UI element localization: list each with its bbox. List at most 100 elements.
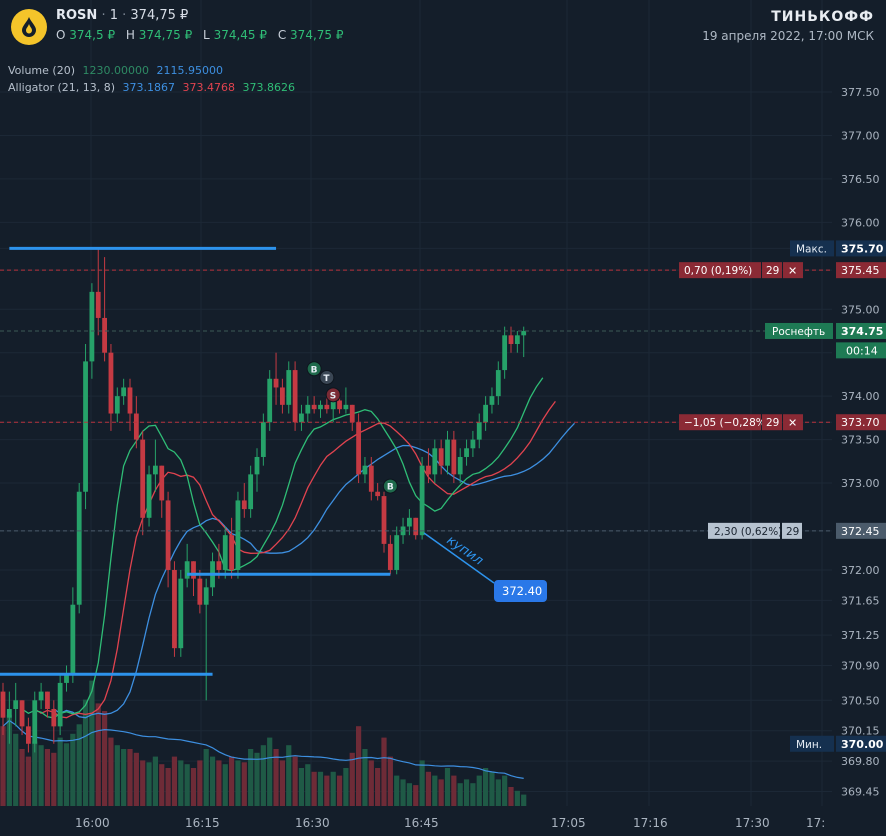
trade-marker-circle: [319, 369, 335, 385]
volume-bar: [324, 775, 330, 806]
volume-bar: [190, 768, 197, 806]
candle: [426, 448, 431, 484]
candle: [32, 691, 38, 753]
price-label-max: Макс. 375.70: [790, 240, 886, 257]
candle-body: [299, 413, 304, 423]
candle-body: [267, 378, 273, 423]
candle-body: [13, 700, 19, 709]
candle-body: [114, 396, 120, 414]
candle: [470, 430, 476, 457]
trade-marker-b: B: [306, 361, 322, 377]
candle: [387, 535, 393, 575]
trade-marker-circle: [306, 361, 322, 377]
candle-body: [330, 400, 336, 410]
volume-bar: [51, 752, 57, 806]
volume-bar: [248, 749, 254, 806]
axis-tag-label: Макс.: [796, 243, 827, 255]
volume-bar: [495, 779, 501, 806]
candle: [292, 361, 298, 431]
candle: [483, 396, 488, 431]
close-icon: ✕: [788, 417, 797, 430]
candle-body: [108, 352, 114, 414]
candles: [0, 248, 527, 753]
volume-bar: [38, 745, 44, 806]
candle: [235, 491, 241, 579]
candle-body: [153, 465, 158, 475]
candle-body: [502, 335, 508, 371]
axis-tag: [790, 240, 834, 257]
candle: [0, 682, 6, 736]
candle: [502, 326, 508, 379]
axis-value: 375.45: [841, 264, 880, 277]
candle: [318, 400, 323, 418]
instrument-tag-label: Роснефть: [772, 326, 825, 338]
volume-bar: [165, 768, 171, 806]
candle: [368, 456, 374, 501]
candle-body: [216, 561, 222, 570]
volume-bar: [229, 756, 235, 806]
candle-body: [222, 535, 228, 570]
candle-body: [121, 387, 127, 397]
volume-bar: [32, 741, 38, 806]
position-tag: [708, 522, 780, 539]
candle-body: [407, 517, 412, 527]
candle-body: [400, 526, 406, 536]
candle: [191, 561, 196, 597]
candle: [356, 413, 361, 484]
ohlc-row: O 374,5 ₽ H 374,75 ₽ L 374,45 ₽ C 374,75…: [56, 28, 350, 42]
order-close-button[interactable]: [783, 262, 803, 279]
volume-bar: [444, 768, 451, 806]
volume-bar: [95, 703, 101, 806]
candle-body: [76, 491, 82, 605]
candle-body: [324, 404, 330, 410]
candle-body: [413, 517, 419, 536]
volume-bar: [419, 760, 425, 806]
candle: [76, 483, 82, 614]
candle: [19, 700, 25, 736]
candle: [197, 569, 203, 614]
trade-marker-label: B: [311, 365, 318, 375]
candle: [476, 413, 482, 449]
trade-marker-circle: [325, 387, 341, 403]
candle: [280, 378, 285, 414]
trade-marker-label: S: [330, 391, 336, 401]
candle: [165, 491, 171, 588]
candle: [514, 330, 520, 353]
price-axis-tick: 377.00: [841, 129, 880, 142]
volume-bar: [235, 760, 241, 806]
candle-body: [489, 396, 495, 405]
volume-bar: [502, 775, 508, 806]
candle-body: [438, 448, 444, 466]
candle-body: [394, 535, 400, 570]
volume-bar: [432, 775, 438, 806]
volume-bar: [140, 760, 146, 806]
candle: [299, 404, 304, 431]
candle: [375, 483, 381, 501]
volume-bar: [0, 726, 6, 806]
candle-body: [178, 578, 184, 649]
price-axis-tick: 373.50: [841, 434, 880, 447]
close-icon: ✕: [788, 265, 797, 278]
volume-legend[interactable]: Volume (20) 1230.00000 2115.95000: [8, 64, 223, 77]
volume-bar: [70, 733, 76, 806]
candle: [273, 352, 279, 405]
candle-body: [432, 448, 438, 475]
volume-bar: [356, 726, 362, 806]
candle: [254, 448, 260, 492]
price-axis-tick: 377.50: [841, 86, 880, 99]
axis-value: 375.70: [841, 242, 884, 255]
alligator-legend[interactable]: Alligator (21, 13, 8) 373.1867 373.4768 …: [8, 81, 295, 94]
volume-bar: [489, 771, 495, 806]
candle: [413, 517, 419, 540]
order-close-button[interactable]: [783, 414, 803, 431]
candle-body: [514, 335, 520, 345]
candle: [184, 543, 190, 588]
instrument-title: ROSN · 1 · 374,75 ₽: [56, 8, 189, 23]
ohlc-open: 374,5 ₽: [69, 28, 116, 42]
candle-body: [45, 691, 50, 709]
volume-bar: [387, 756, 393, 806]
axis-value-box: [836, 414, 886, 431]
axis-value-box: [836, 735, 886, 752]
